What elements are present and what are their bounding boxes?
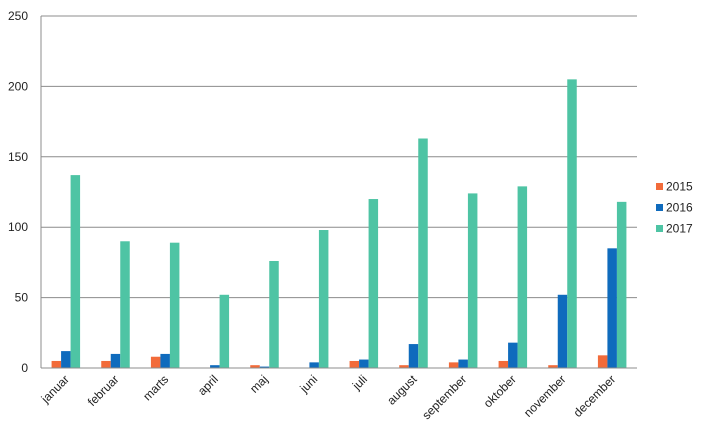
bar-2017-februar xyxy=(120,241,130,368)
x-tick-label: august xyxy=(384,372,420,408)
y-tick-label: 100 xyxy=(8,220,28,234)
bar-2017-januar xyxy=(70,175,81,368)
bar-2016-august xyxy=(408,344,419,368)
bar-2015-januar xyxy=(51,360,62,368)
x-tick-label: juli xyxy=(349,372,370,393)
bar-2015-oktober xyxy=(498,360,509,368)
bar-2017-september xyxy=(467,193,478,368)
bar-2016-december xyxy=(607,248,617,368)
legend-swatch-2015 xyxy=(656,183,663,190)
x-axis-tick-labels: januar februar marts april maj juni juli august… xyxy=(38,372,619,422)
x-tick-label: februar xyxy=(85,372,122,409)
x-tick-label: marts xyxy=(140,372,171,403)
legend: 2015 2016 2017 xyxy=(656,180,693,236)
bar-2015-november xyxy=(548,365,558,368)
legend-swatch-2017 xyxy=(656,225,663,232)
bar-2016-oktober xyxy=(508,342,518,368)
x-tick-label: maj xyxy=(247,372,271,396)
legend-label-2016: 2016 xyxy=(666,201,693,215)
legend-swatch-2016 xyxy=(656,204,663,211)
bar-2017-marts xyxy=(169,242,180,368)
bar-2015-december xyxy=(597,355,608,368)
axes xyxy=(40,16,637,369)
y-tick-label: 250 xyxy=(8,9,28,23)
x-tick-label: november xyxy=(521,372,569,420)
bar-2016-juli xyxy=(359,359,369,368)
bar-2017-december xyxy=(616,201,627,368)
x-tick-label: juni xyxy=(296,372,320,396)
y-tick-label: 150 xyxy=(8,150,28,164)
bar-2017-maj xyxy=(269,260,279,368)
bar-2017-august xyxy=(418,138,428,368)
gridlines xyxy=(41,15,637,299)
bar-2017-november xyxy=(567,79,577,369)
legend-label-2015: 2015 xyxy=(666,180,693,194)
bar-2015-marts xyxy=(150,356,161,368)
x-tick-label: september xyxy=(419,372,469,422)
y-tick-label: 200 xyxy=(8,79,28,93)
bar-2017-oktober xyxy=(517,186,528,368)
x-tick-label: januar xyxy=(38,372,72,406)
bar-2015-august xyxy=(399,365,409,368)
bar-2016-januar xyxy=(61,351,71,368)
y-tick-label: 50 xyxy=(15,291,29,305)
bar-2015-september xyxy=(448,362,459,368)
bars xyxy=(51,79,627,369)
bar-2016-juni xyxy=(309,362,319,368)
bar-2016-april xyxy=(210,365,220,368)
x-tick-label: oktober xyxy=(481,372,519,410)
bar-2016-februar xyxy=(110,353,121,368)
legend-label-2017: 2017 xyxy=(666,222,693,236)
bar-2016-marts xyxy=(160,353,170,368)
bar-2015-februar xyxy=(101,360,111,368)
bar-2015-maj xyxy=(250,365,260,368)
bar-2017-juni xyxy=(318,230,329,368)
y-tick-label: 0 xyxy=(21,361,28,375)
y-axis-tick-labels: 0 50 100 150 200 250 xyxy=(8,9,28,375)
bar-2016-maj xyxy=(259,366,270,368)
x-tick-label: december xyxy=(571,372,619,420)
bar-2017-juli xyxy=(368,199,379,368)
bar-2016-september xyxy=(458,359,468,368)
x-tick-label: april xyxy=(195,372,221,398)
bar-2017-april xyxy=(219,294,230,368)
bar-2016-november xyxy=(557,294,568,368)
bar-2015-juli xyxy=(349,360,360,368)
